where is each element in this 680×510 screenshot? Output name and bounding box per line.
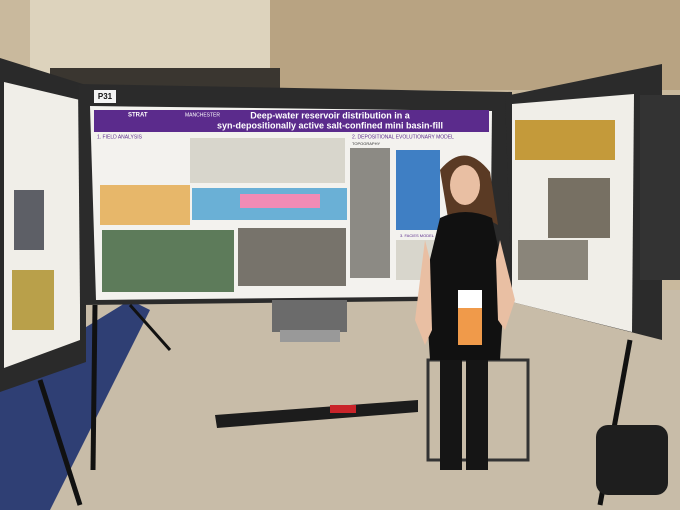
left-poster-map (12, 270, 54, 330)
leg (440, 360, 462, 470)
arm (415, 240, 432, 345)
section-heading: 1. FIELD ANALYSIS (97, 134, 143, 140)
poster-title: syn-depositionally active salt-confined … (217, 120, 443, 130)
title-banner (94, 110, 489, 132)
poster-cross-section (240, 194, 320, 208)
backpack (596, 425, 668, 495)
blue-carpet (0, 300, 150, 510)
board-leg (128, 304, 172, 351)
doorway (50, 68, 280, 88)
board-leg (37, 379, 83, 506)
poster-title: Deep-water reservoir distribution in a (250, 110, 411, 120)
right-poster-figure (548, 178, 610, 238)
section-heading: 3. FACIES MODEL (400, 233, 435, 238)
poster-photo (102, 230, 234, 292)
poster-model-blocks (396, 150, 440, 230)
poster-photo-column (350, 148, 390, 278)
right-poster-figure (518, 240, 588, 280)
poster-photo-grid (238, 228, 346, 286)
arm (496, 240, 515, 330)
face (450, 165, 480, 205)
poster-map (100, 185, 190, 225)
chair-seat (280, 330, 340, 342)
section-heading: TOPOGRAPHY (352, 141, 380, 146)
wall-panel (30, 0, 270, 75)
leg (466, 360, 488, 470)
board-label-bg (94, 90, 116, 103)
poster-log-panel (190, 138, 345, 183)
left-poster-figure (14, 190, 44, 250)
chair (272, 300, 347, 332)
badge-top (458, 290, 482, 308)
far-board (640, 95, 680, 280)
logo: MANCHESTER (185, 112, 220, 118)
board-label: P31 (98, 92, 113, 101)
logo: STRAT (128, 113, 148, 119)
dress (425, 212, 505, 360)
poster-tube (215, 400, 418, 428)
tube-label (330, 405, 356, 413)
section-heading: 2. DEPOSITIONAL EVOLUTIONARY MODEL (352, 134, 454, 140)
board-leg (90, 304, 98, 471)
right-poster-figure (515, 120, 615, 160)
